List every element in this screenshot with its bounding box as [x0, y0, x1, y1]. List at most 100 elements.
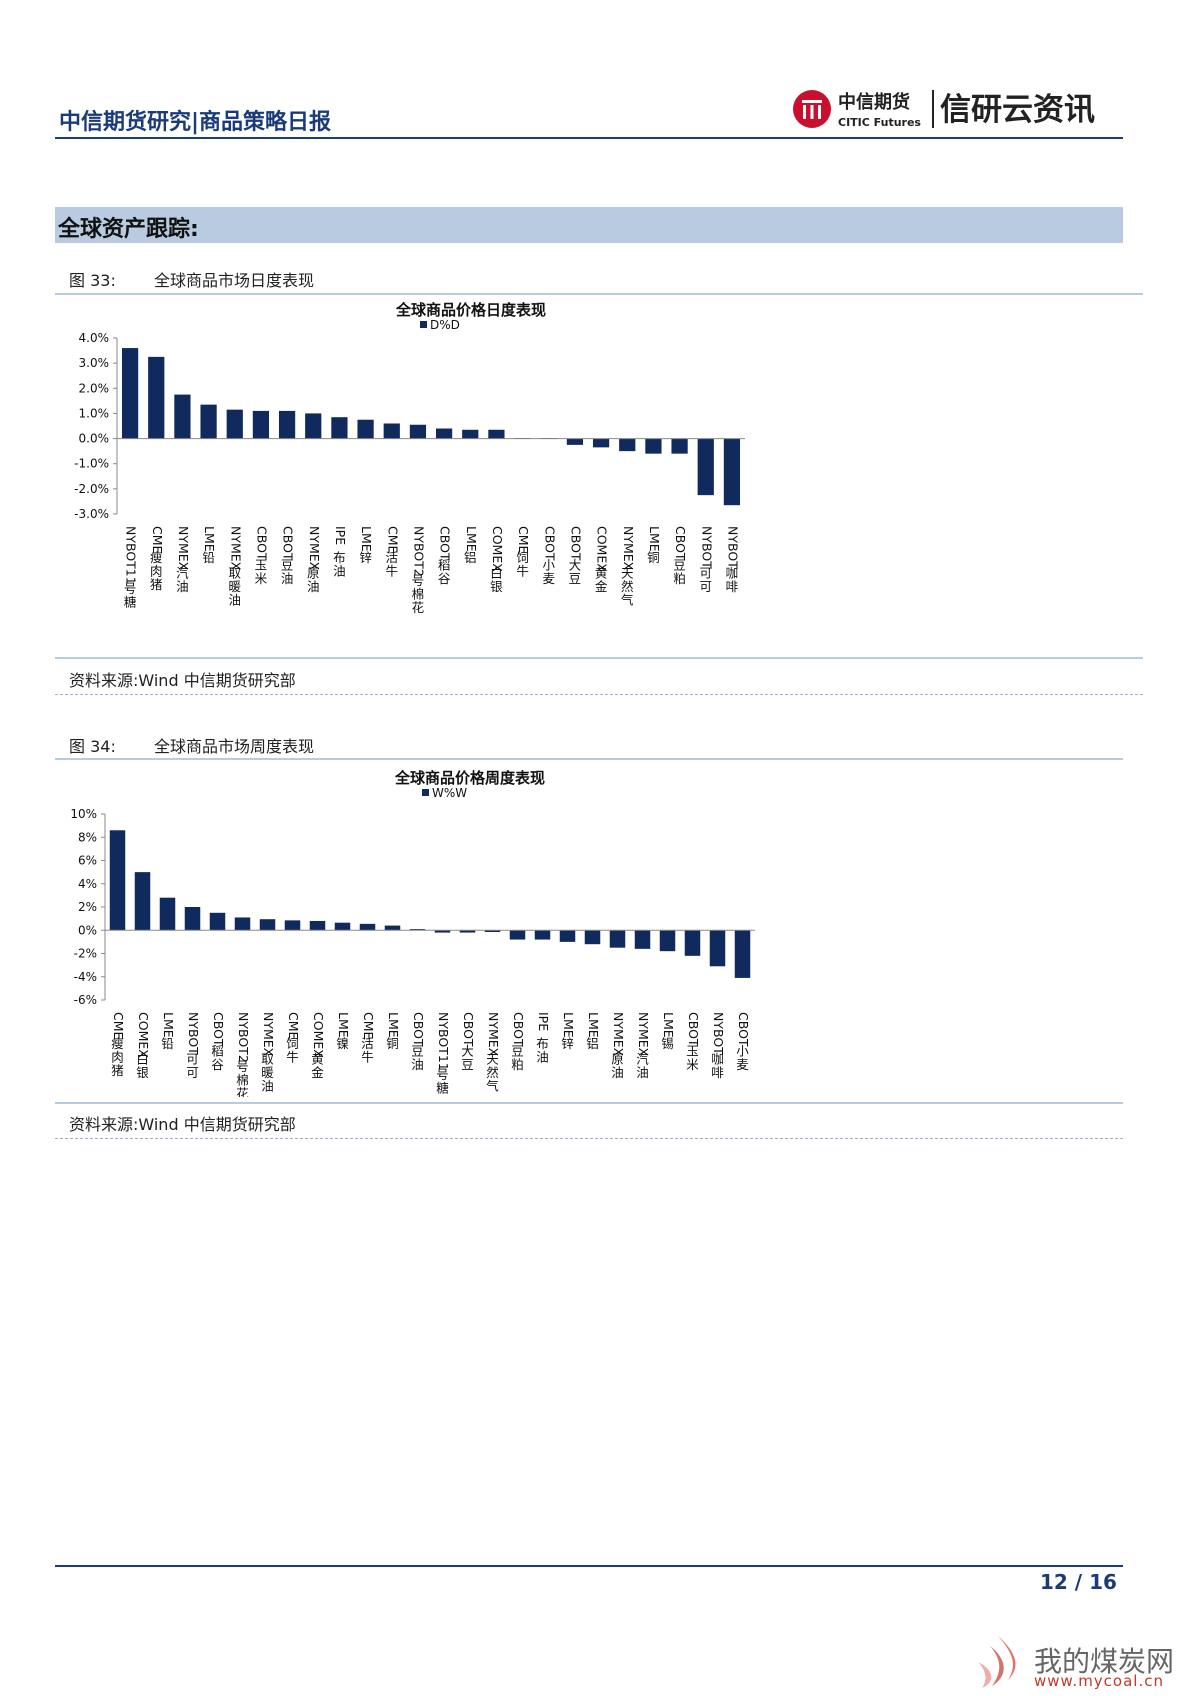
svg-text:花: 花	[236, 1086, 249, 1097]
svg-text:COMEX: COMEX	[595, 526, 610, 572]
svg-text:CME: CME	[361, 1012, 376, 1040]
svg-text:瘦: 瘦	[150, 550, 163, 565]
bar	[331, 417, 348, 439]
svg-text:饲: 饲	[516, 550, 529, 565]
svg-text:银: 银	[490, 579, 503, 594]
bar	[645, 438, 662, 454]
svg-text:汽: 汽	[636, 1051, 649, 1066]
bar	[709, 930, 726, 967]
bar	[435, 428, 453, 439]
bar	[383, 423, 400, 439]
svg-text:NYMEX: NYMEX	[176, 526, 191, 571]
svg-text:LME: LME	[647, 526, 662, 552]
logo-cn: 中信期货	[838, 91, 910, 113]
svg-text:NYMEX: NYMEX	[228, 526, 243, 571]
section-title: 全球资产跟踪:	[58, 217, 199, 242]
y-tick-label: -1.0%	[74, 457, 109, 471]
svg-text:糖: 糖	[124, 594, 137, 609]
bar	[226, 409, 243, 439]
svg-text:IPE: IPE	[333, 526, 348, 545]
svg-text:牛: 牛	[361, 1049, 374, 1064]
svg-text:啡: 啡	[711, 1065, 724, 1080]
svg-text:粕: 粕	[511, 1057, 524, 1072]
svg-text:油: 油	[411, 1057, 424, 1072]
y-tick-label: 10%	[70, 807, 97, 821]
svg-text:汽: 汽	[176, 565, 189, 580]
svg-text:NYBOT: NYBOT	[186, 1012, 201, 1055]
svg-text:COMEX: COMEX	[136, 1012, 151, 1058]
svg-text:NYMEX: NYMEX	[636, 1012, 651, 1057]
legend-label: W%W	[432, 786, 467, 800]
svg-text:大: 大	[569, 558, 582, 573]
svg-text:CBOT: CBOT	[568, 526, 583, 561]
svg-text:CBOT: CBOT	[686, 1012, 701, 1047]
bar	[659, 930, 676, 952]
y-tick-label: 0.0%	[79, 432, 110, 446]
svg-text:麦: 麦	[542, 571, 555, 586]
figure-34-bottom-rule	[55, 1102, 1123, 1104]
svg-text:铝: 铝	[586, 1036, 599, 1051]
svg-text:LME: LME	[464, 526, 479, 552]
svg-text:谷: 谷	[211, 1057, 224, 1072]
y-tick-label: 2.0%	[79, 381, 110, 395]
svg-text:锡: 锡	[661, 1036, 674, 1051]
svg-text:LME: LME	[386, 1012, 401, 1038]
y-tick-label: 3.0%	[79, 356, 110, 370]
bar	[559, 930, 576, 942]
svg-text:油: 油	[281, 571, 294, 586]
bar	[384, 925, 401, 931]
bar	[509, 930, 526, 940]
svg-text:小: 小	[736, 1044, 749, 1059]
svg-text:NYMEX: NYMEX	[621, 526, 636, 571]
svg-text:NYBOT: NYBOT	[699, 526, 714, 569]
bar	[134, 872, 151, 931]
svg-text:铜: 铜	[386, 1036, 399, 1051]
svg-text:CME: CME	[111, 1012, 126, 1040]
bar	[723, 438, 741, 506]
svg-text:咖: 咖	[726, 565, 739, 580]
svg-text:黄: 黄	[595, 565, 608, 580]
bar	[609, 930, 626, 948]
svg-text:原: 原	[307, 565, 320, 580]
brand-name: 信研云资讯	[940, 92, 1095, 128]
svg-text:布: 布	[536, 1036, 549, 1051]
bar	[334, 922, 351, 931]
svg-text:豆: 豆	[281, 558, 294, 573]
svg-text:谷: 谷	[438, 571, 451, 586]
bar	[619, 438, 636, 452]
svg-text:暖: 暖	[261, 1065, 274, 1080]
svg-text:油: 油	[333, 563, 346, 578]
svg-text:活: 活	[361, 1036, 374, 1051]
svg-text:锌: 锌	[561, 1036, 574, 1051]
svg-text:活: 活	[385, 550, 398, 565]
svg-text:LME: LME	[161, 1012, 176, 1038]
bar	[359, 923, 376, 931]
y-tick-label: -6%	[74, 993, 97, 1007]
svg-text:黄: 黄	[311, 1051, 324, 1066]
citic-logo: 中信期货 CITIC Futures 信研云资讯	[793, 90, 1095, 129]
weekly-performance-chart: 全球商品价格周度表现W%W10%8%6%4%2%0%-2%-4%-6%CME瘦肉…	[70, 769, 755, 1097]
svg-text:IPE: IPE	[536, 1012, 551, 1031]
bar	[174, 394, 191, 439]
svg-text:号: 号	[436, 1067, 449, 1082]
figure-33-top-rule	[55, 293, 1143, 295]
figure-33-bottom-rule	[55, 657, 1143, 659]
svg-text:铜: 铜	[647, 550, 660, 565]
svg-text:饲: 饲	[286, 1036, 299, 1051]
